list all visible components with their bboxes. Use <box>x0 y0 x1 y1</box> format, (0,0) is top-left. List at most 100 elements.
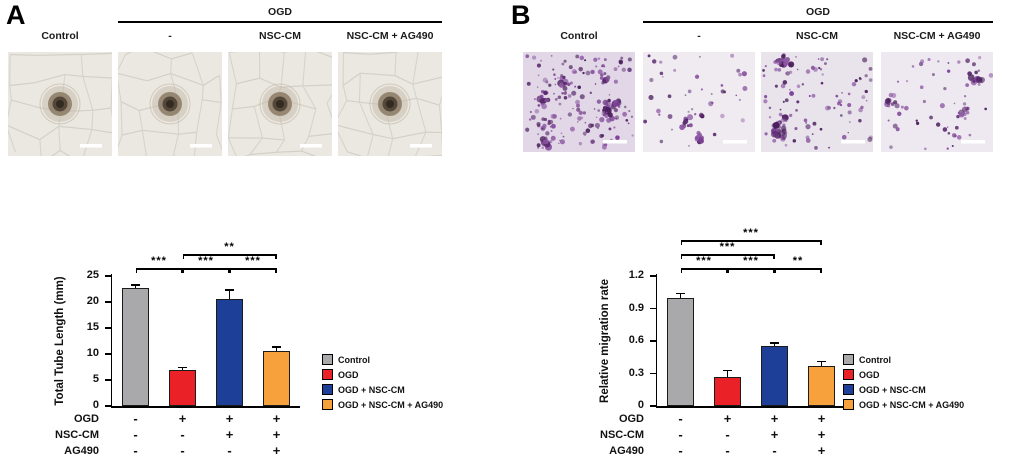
legend-swatch <box>322 384 333 395</box>
condition-sign: - <box>678 411 683 426</box>
y-tick-label: 0.3 <box>628 366 644 379</box>
condition-sign: + <box>817 411 826 426</box>
legend-swatch <box>843 399 854 410</box>
error-bar-line <box>820 361 823 366</box>
y-tick-label: 0.6 <box>628 334 644 346</box>
micrograph-tube-nsccm <box>228 52 332 156</box>
condition-sign: + <box>723 411 732 426</box>
y-tick-mark <box>105 327 111 329</box>
transwell-migration-photo <box>881 52 993 152</box>
legend-swatch <box>843 354 854 365</box>
bar-ogd-nsc-cm-ag490 <box>808 365 835 406</box>
bar-control <box>122 288 149 406</box>
significance-label: *** <box>151 255 167 267</box>
significance-label: *** <box>743 255 759 267</box>
legend-label: OGD <box>338 370 359 380</box>
significance-line <box>774 268 822 270</box>
condition-sign: + <box>770 411 779 426</box>
significance-label: *** <box>198 255 214 267</box>
panel-b-label: B <box>511 0 531 30</box>
panel-a: A Control OGD - NSC-CM NSC-CM + AG490 To… <box>0 0 500 474</box>
error-bar-cap <box>178 366 187 369</box>
y-tick-mark <box>650 307 656 310</box>
tube-formation-photo <box>338 52 442 156</box>
significance-end-tick <box>680 254 682 259</box>
tube-length-bar-chart: Total Tube Length (mm) 0 5 10 15 20 25 *** *** **… <box>42 224 494 474</box>
condition-sign: + <box>178 411 187 426</box>
micrograph-tube-nsccm-ag490 <box>338 52 442 156</box>
y-axis <box>110 274 112 406</box>
column-header-control: Control <box>560 30 598 42</box>
significance-end-tick <box>820 268 822 273</box>
bar-control <box>667 297 694 406</box>
significance-end-tick <box>135 268 137 273</box>
legend-swatch <box>322 354 333 365</box>
y-tick-mark <box>105 405 111 407</box>
error-bar-cap <box>817 360 826 363</box>
panel-b: B Control OGD - NSC-CM NSC-CM + AG490 Re… <box>505 0 1020 474</box>
legend-label: Control <box>338 355 370 365</box>
y-tick-label: 25 <box>86 269 99 281</box>
significance-end-tick <box>228 268 230 273</box>
micrograph-migration-nsccm-ag490 <box>881 52 993 152</box>
column-header-ogd-untreated: - <box>168 30 172 42</box>
tube-formation-photo <box>228 52 332 156</box>
bar-ogd-nsc-cm <box>761 346 788 406</box>
condition-sign: - <box>678 427 683 442</box>
significance-end-tick <box>680 240 682 245</box>
condition-sign: + <box>770 427 779 442</box>
significance-label: *** <box>743 227 759 239</box>
column-header-nsccm-ag490: NSC-CM + AG490 <box>346 30 434 42</box>
condition-sign: + <box>272 443 281 458</box>
significance-end-tick <box>726 268 728 273</box>
error-bar-line <box>181 367 184 370</box>
significance-end-tick <box>182 268 184 273</box>
group-header-ogd: OGD <box>268 6 292 18</box>
y-tick-label: 20 <box>86 295 99 307</box>
error-bar-cap <box>770 342 779 344</box>
condition-sign: + <box>817 427 826 442</box>
y-tick-label: 0 <box>637 399 644 411</box>
condition-sign: - <box>725 427 730 442</box>
x-axis <box>655 406 845 408</box>
condition-row-label: AG490 <box>609 445 644 457</box>
significance-end-tick <box>275 254 277 259</box>
group-header-line <box>118 21 442 23</box>
y-tick-mark <box>105 301 111 303</box>
legend-label: OGD + NSC-CM + AG490 <box>338 400 444 410</box>
condition-sign: - <box>227 443 232 458</box>
significance-label: ** <box>224 241 235 253</box>
significance-line <box>182 254 277 256</box>
tube-formation-photo <box>8 52 112 156</box>
significance-end-tick <box>727 268 729 273</box>
condition-sign: - <box>180 427 185 442</box>
y-tick-label: 0 <box>92 399 99 411</box>
significance-line <box>727 268 775 270</box>
condition-sign: - <box>725 443 730 458</box>
y-tick-mark <box>105 379 111 381</box>
condition-row-label: NSC-CM <box>600 429 644 441</box>
significance-end-tick <box>773 254 775 259</box>
column-header-ogd-untreated: - <box>697 30 701 42</box>
group-header-ogd: OGD <box>806 6 830 18</box>
significance-label: ** <box>792 255 804 267</box>
y-tick-mark <box>650 340 656 342</box>
legend-swatch <box>843 384 854 395</box>
significance-end-tick <box>275 268 277 273</box>
condition-row-label: NSC-CM <box>55 429 99 441</box>
legend-swatch <box>843 369 854 380</box>
column-header-control: Control <box>41 30 79 42</box>
legend-swatch <box>322 399 333 410</box>
error-bar-cap <box>676 292 685 295</box>
column-header-nsccm-ag490: NSC-CM + AG490 <box>893 30 981 42</box>
condition-row-label: OGD <box>73 413 99 425</box>
error-bar-line <box>679 293 682 298</box>
error-bar-line <box>275 347 278 352</box>
y-tick-label: 0.9 <box>628 301 644 314</box>
y-tick-label: 15 <box>86 321 99 333</box>
significance-line <box>680 268 728 270</box>
condition-sign: - <box>180 443 185 458</box>
y-tick-mark <box>650 405 656 407</box>
condition-sign: + <box>272 411 281 426</box>
error-bar-line <box>773 343 776 347</box>
